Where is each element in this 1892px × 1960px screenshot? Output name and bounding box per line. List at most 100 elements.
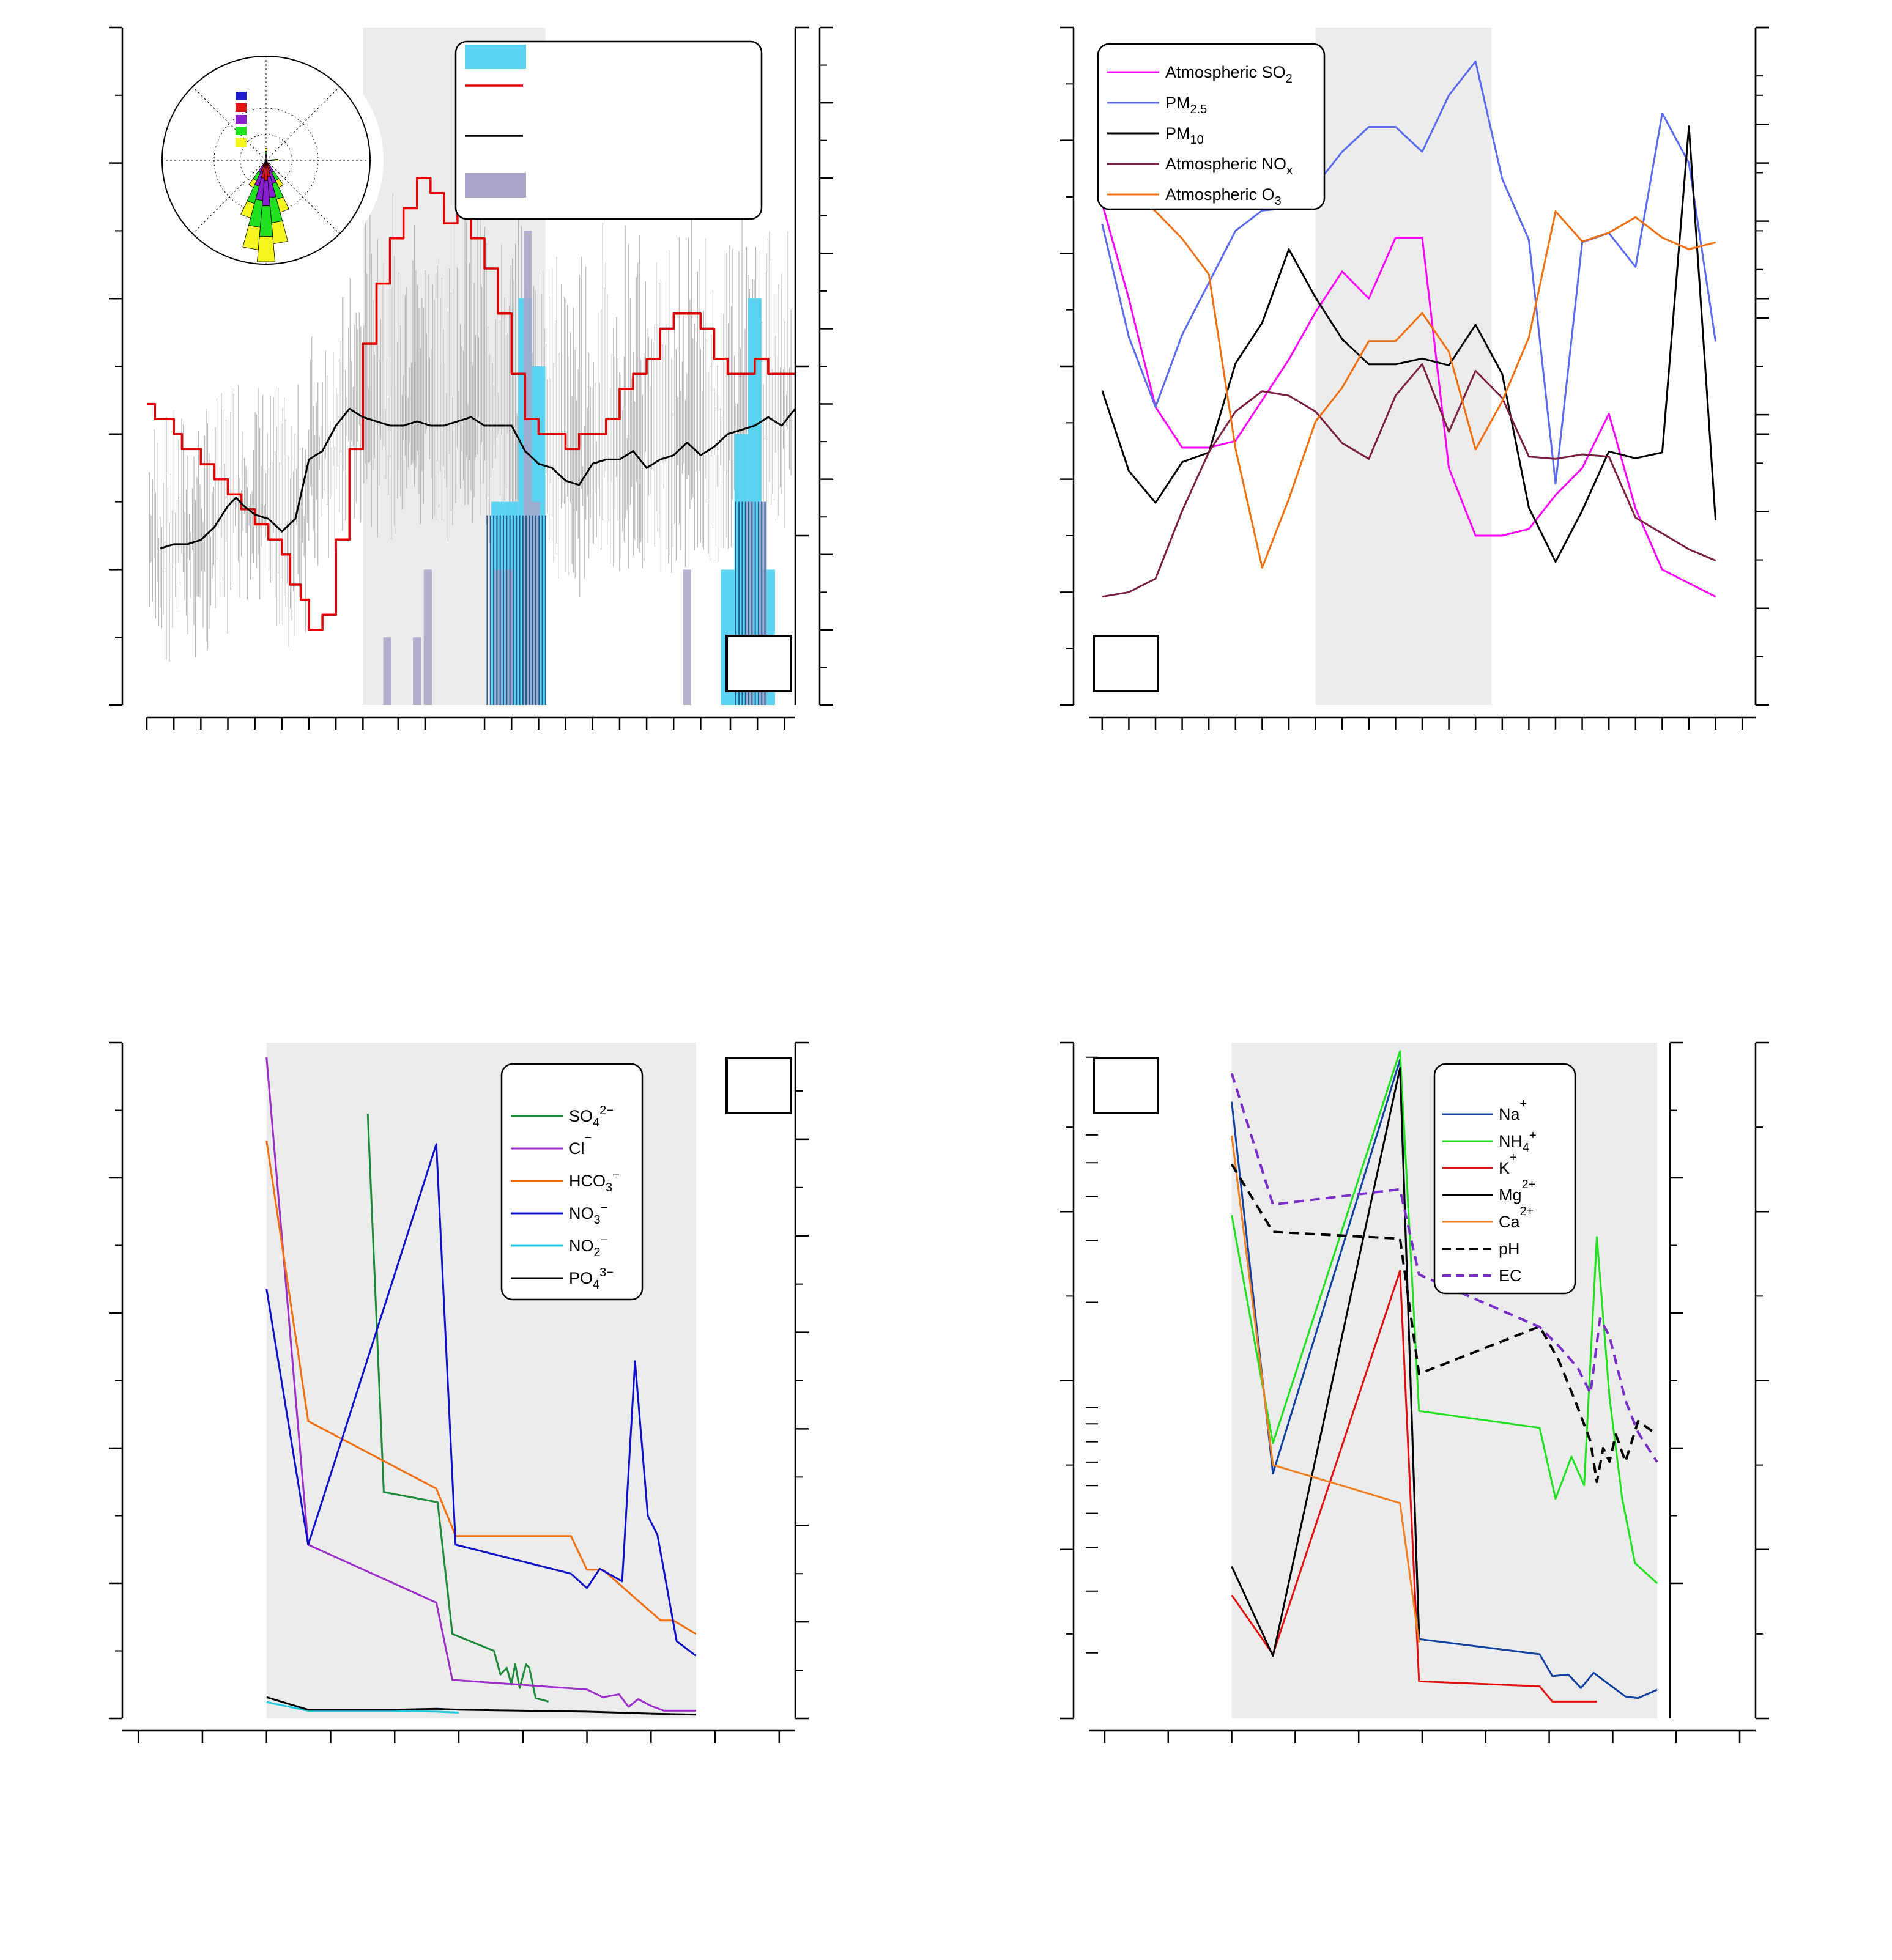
precip-uwr-bar [413, 637, 421, 705]
legend-label: NO2− [569, 1233, 607, 1259]
legend-label: HCO3− [569, 1169, 620, 1194]
legend-label-sub: 4 [593, 1278, 599, 1292]
wind-rose-spoke [192, 86, 267, 161]
panel-a [109, 26, 833, 730]
legend-label-sub: 10 [1190, 133, 1204, 147]
legend-label-label: NH [1499, 1132, 1523, 1150]
wind-rose-legend-swatch [236, 103, 247, 112]
precip-uwr-bar [683, 569, 691, 705]
legend-label-sup: + [1510, 1151, 1517, 1164]
legend-label-sup: 2+ [1522, 1178, 1536, 1191]
legend-frame [1433, 1063, 1576, 1295]
wind-rose-legend-swatch [236, 127, 247, 135]
legend-swatch [465, 45, 526, 69]
legend-label-label: SO [569, 1107, 593, 1125]
wind-rose-petal [264, 148, 268, 152]
series-line-no2 [266, 1701, 459, 1714]
wind-rose-petal [242, 225, 261, 250]
legend-label-sub: 4 [593, 1116, 599, 1130]
legend-label: SO42− [569, 1104, 614, 1130]
legend-label-label: PO [569, 1269, 593, 1287]
legend-label-label: NO [569, 1204, 594, 1222]
wind-rose-petal [240, 201, 255, 219]
legend-label-label: pH [1499, 1240, 1520, 1258]
legend-label-label: HCO [569, 1172, 606, 1190]
wind-rose-petal [275, 178, 284, 188]
panel-c-legend: SO42−Cl−HCO3−NO3−NO2−PO43− [500, 1063, 644, 1301]
legend-frame [454, 40, 763, 220]
legend-label-sup: − [601, 1233, 608, 1247]
wind-rose-legend-swatch [236, 138, 247, 147]
legend-label-main: Atmospheric O [1165, 185, 1275, 204]
legend-label: Cl− [569, 1131, 592, 1158]
legend-label: K+ [1499, 1151, 1517, 1177]
wind-rose-spoke [265, 160, 340, 234]
wind-rose-petal [265, 160, 269, 161]
legend-label-main: Atmospheric SO [1165, 63, 1286, 81]
legend-label: Atmospheric O3 [1165, 185, 1282, 208]
legend-label-main: PM [1165, 94, 1190, 112]
series-line-hco3 [265, 1140, 697, 1635]
wind-rose-legend [236, 92, 247, 147]
legend-label-sup: − [601, 1201, 608, 1215]
legend-label-sub: 2 [594, 1246, 601, 1259]
legend-label-sub: 3 [1275, 194, 1282, 208]
legend-label: NO3− [569, 1201, 607, 1227]
legend-label-sub: 2 [1286, 72, 1293, 86]
legend-label-sup: + [1529, 1129, 1537, 1142]
wind-rose-spoke [192, 160, 267, 234]
wind-rose-petal [265, 150, 267, 155]
series-line-atmospheric-so2 [1101, 203, 1716, 598]
series-line-mg [1231, 1067, 1420, 1657]
series-line-cl [265, 1057, 696, 1712]
wind-rose-petal [265, 154, 267, 158]
precip-uwr-bar [494, 569, 502, 705]
legend-label-sub: 3 [606, 1181, 612, 1194]
series-line-atmospheric-nox [1102, 363, 1716, 598]
wind-rose-petal [268, 159, 272, 161]
legend-label: pH [1499, 1240, 1520, 1258]
wind-rose [149, 43, 384, 278]
series-line-nh4 [1231, 1050, 1658, 1585]
legend-label-sub: x [1286, 164, 1293, 177]
legend-label-label: Mg [1499, 1186, 1522, 1204]
legend-label-sub: 3 [594, 1213, 601, 1227]
legend-label: Na+ [1499, 1097, 1527, 1123]
wind-rose-petal [271, 220, 289, 245]
panel-a-legend [454, 40, 763, 220]
legend-label-label: Ca [1499, 1213, 1520, 1231]
legend-label-sup: 3− [599, 1266, 614, 1279]
legend-label-sup: 2+ [1520, 1205, 1534, 1218]
legend-label-sup: 2− [599, 1104, 614, 1117]
legend-label-main: Atmospheric NO [1165, 155, 1286, 173]
wind-running-average-line [160, 407, 796, 550]
panel-a-letter-box [725, 635, 792, 692]
series-line-po4 [266, 1696, 696, 1716]
series-line-pm2-5 [1101, 60, 1717, 485]
legend-label: EC [1499, 1267, 1522, 1285]
legend-label-main: PM [1165, 124, 1190, 142]
wind-rose-petal [265, 157, 267, 161]
wind-rose-legend-swatch [236, 115, 247, 124]
legend-frame [1097, 43, 1326, 210]
wind-rose-spoke [265, 86, 340, 161]
series-line-ca [1231, 1135, 1420, 1643]
legend-label: Mg2+ [1499, 1178, 1535, 1204]
daylight-shade [1315, 28, 1492, 705]
wind-rose-legend-swatch [236, 92, 247, 100]
series-line-so4 [366, 1113, 549, 1703]
wind-rose-petal [271, 159, 276, 161]
legend-label-sub: 4 [1523, 1141, 1529, 1155]
precip-uwr-bar [524, 231, 532, 705]
legend-label: NH4+ [1499, 1129, 1537, 1155]
legend-label-sup: + [1520, 1097, 1527, 1111]
panel-b-letter-box [1093, 635, 1159, 692]
legend-label-sup: − [585, 1131, 592, 1145]
wind-rose-petal [276, 196, 289, 213]
wind-rose-petal [257, 236, 275, 262]
legend-label-sup: − [612, 1169, 620, 1182]
